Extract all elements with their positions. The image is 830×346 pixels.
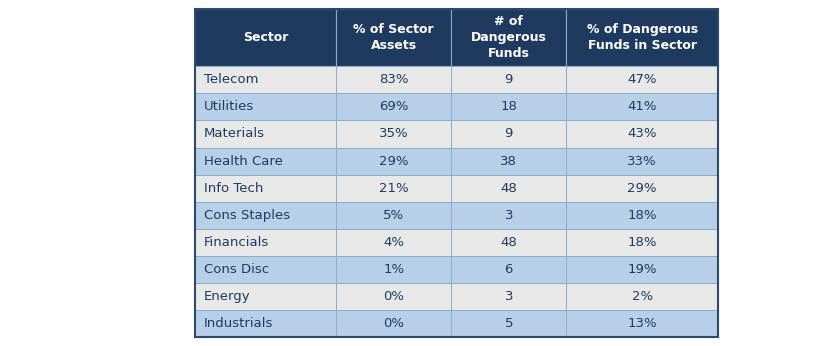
Text: 5%: 5% xyxy=(383,209,404,222)
Text: 0%: 0% xyxy=(383,290,404,303)
Text: 43%: 43% xyxy=(627,127,657,140)
Text: Energy: Energy xyxy=(203,290,250,303)
Text: 47%: 47% xyxy=(627,73,657,86)
Text: % of Sector
Assets: % of Sector Assets xyxy=(354,23,434,52)
Text: 29%: 29% xyxy=(627,182,657,195)
Text: # of
Dangerous
Funds: # of Dangerous Funds xyxy=(471,15,547,60)
Text: Info Tech: Info Tech xyxy=(203,182,263,195)
Text: 48: 48 xyxy=(500,236,517,249)
Text: 9: 9 xyxy=(505,73,513,86)
Text: 3: 3 xyxy=(505,209,513,222)
Text: 0%: 0% xyxy=(383,317,404,330)
Text: 33%: 33% xyxy=(627,155,657,167)
Text: 13%: 13% xyxy=(627,317,657,330)
Text: 18%: 18% xyxy=(627,209,657,222)
Text: Industrials: Industrials xyxy=(203,317,273,330)
Text: 38: 38 xyxy=(500,155,517,167)
Text: 29%: 29% xyxy=(379,155,408,167)
Text: 3: 3 xyxy=(505,290,513,303)
Text: 2%: 2% xyxy=(632,290,652,303)
Text: 69%: 69% xyxy=(379,100,408,113)
Text: Sector: Sector xyxy=(243,31,288,44)
Text: Materials: Materials xyxy=(203,127,265,140)
Text: 6: 6 xyxy=(505,263,513,276)
Text: 18%: 18% xyxy=(627,236,657,249)
Text: Health Care: Health Care xyxy=(203,155,282,167)
Text: Cons Staples: Cons Staples xyxy=(203,209,290,222)
Text: 48: 48 xyxy=(500,182,517,195)
Text: 19%: 19% xyxy=(627,263,657,276)
Text: 21%: 21% xyxy=(379,182,408,195)
Text: % of Dangerous
Funds in Sector: % of Dangerous Funds in Sector xyxy=(587,23,698,52)
Text: Utilities: Utilities xyxy=(203,100,254,113)
Text: Telecom: Telecom xyxy=(203,73,258,86)
Text: 9: 9 xyxy=(505,127,513,140)
Text: 4%: 4% xyxy=(383,236,404,249)
Text: 83%: 83% xyxy=(379,73,408,86)
Text: 18: 18 xyxy=(500,100,517,113)
Text: 35%: 35% xyxy=(379,127,408,140)
Text: 41%: 41% xyxy=(627,100,657,113)
Text: Cons Disc: Cons Disc xyxy=(203,263,269,276)
Text: Financials: Financials xyxy=(203,236,269,249)
Text: 1%: 1% xyxy=(383,263,404,276)
Text: 5: 5 xyxy=(505,317,513,330)
